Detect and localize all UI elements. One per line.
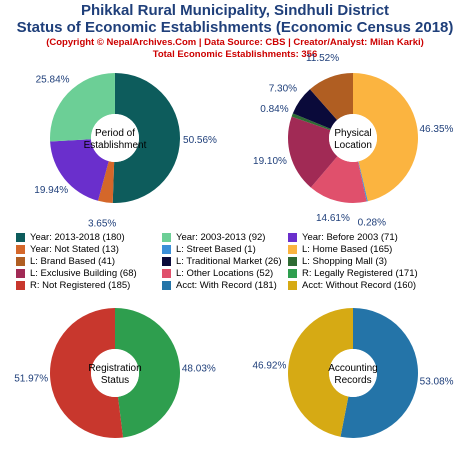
legend-item: Acct: With Record (181) [162,279,277,291]
legend-item: L: Traditional Market (26) [162,255,282,267]
legend-swatch [16,244,25,254]
legend-item: R: Not Registered (185) [16,279,130,291]
slice-acct-without-record [288,308,353,437]
donut-center-label: Establishment [84,140,147,151]
legend-item: L: Exclusive Building (68) [16,267,137,279]
slice-r-legally-registered [115,308,181,438]
slice-percent-label: 48.03% [182,363,216,374]
title-line-2: Status of Economic Establishments (Econo… [16,19,454,36]
legend-label: L: Street Based (1) [176,243,256,255]
legend-swatch [16,256,25,266]
slice-percent-label: 3.65% [88,219,116,230]
slice-r-not-registered [50,308,124,438]
legend-label: L: Other Locations (52) [176,267,274,279]
donut-hole [91,114,139,162]
slice-percent-label: 19.94% [34,185,68,196]
legend-label: Acct: With Record (181) [176,279,277,291]
legend-item: R: Legally Registered (171) [288,267,418,279]
legend-item: Year: Before 2003 (71) [288,231,398,243]
slice-percent-label: 11.52% [306,53,339,64]
donut-center-label: Location [334,140,372,151]
slice-percent-label: 19.10% [253,156,287,167]
legend-label: Year: Before 2003 (71) [302,231,398,243]
slice-acct-with-record [340,308,418,438]
slice-percent-label: 14.61% [316,213,350,224]
slice-l-brand-based [309,73,353,121]
donut-physical-location: 46.35% 0.28% 14.61% 19.10% 0.84% 7.30% 11.52% P… [253,53,453,228]
slice-percent-label: 25.84% [36,74,70,85]
legend-item: L: Street Based (1) [162,243,256,255]
slice-percent-label: 51.97% [14,374,48,385]
legend-swatch [16,280,25,290]
legend-label: Year: 2003-2013 (92) [176,231,266,243]
legend-label: L: Brand Based (41) [30,255,116,267]
slice-percent-label: 7.30% [269,84,297,95]
legend-label: L: Shopping Mall (3) [302,255,388,267]
slice-l-shopping-mall [291,113,331,131]
legend-label: Acct: Without Record (160) [302,279,417,291]
legend-label: R: Legally Registered (171) [302,267,418,279]
legend-label: Year: Not Stated (13) [30,243,119,255]
donut-center-label: Records [334,375,371,386]
slice-percent-label: 46.92% [252,360,286,371]
slice-l-exclusive-building [288,116,338,188]
donut-hole [329,114,377,162]
slice-percent-label: 0.28% [358,217,386,228]
donut-period-of-establishment: 50.56% 3.65% 19.94% 25.84% Period ofEstablis… [34,73,217,230]
legend-swatch [288,280,297,290]
slice-l-other-locations [310,156,367,203]
donut-hole [91,349,139,397]
total-line: Total Economic Establishments: 356 [152,49,318,60]
donut-center-label: Registration [88,363,141,374]
slice-l-street-based [358,161,368,202]
slice-percent-label: 53.08% [420,377,454,388]
legend-label: L: Traditional Market (26) [176,255,282,267]
donut-center-label: Status [101,375,129,386]
legend-swatch [162,244,171,254]
legend-swatch [162,232,171,242]
slice-percent-label: 50.56% [183,135,217,146]
legend-swatch [162,268,171,278]
legend-label: R: Not Registered (185) [30,279,131,291]
slice-l-traditional-market [292,89,338,129]
legend-swatch [288,232,297,242]
legend-item: L: Shopping Mall (3) [288,255,387,267]
legend-item: L: Home Based (165) [288,243,392,255]
legend-swatch [16,232,25,242]
legend-label: Year: 2013-2018 (180) [30,231,125,243]
legend-swatch [16,268,25,278]
donut-center-label: Accounting [328,363,377,374]
legend-swatch [162,256,171,266]
donut-center-label: Period of [95,128,135,139]
legend-item: Year: 2013-2018 (180) [16,231,125,243]
legend-item: Year: 2003-2013 (92) [162,231,265,243]
legend-item: Year: Not Stated (13) [16,243,119,255]
legend-swatch [288,244,297,254]
slice-year-2013-2018 [112,73,181,203]
legend-label: L: Home Based (165) [302,243,393,255]
slice-percent-label: 46.35% [419,124,453,135]
legend-label: L: Exclusive Building (68) [30,267,137,279]
copyright-line: (Copyright © NepalArchives.Com | Data So… [46,37,424,48]
title-line-1: Phikkal Rural Municipality, Sindhuli Dis… [80,2,390,19]
legend-swatch [288,256,297,266]
legend-item: Acct: Without Record (160) [288,279,416,291]
legend-item: L: Brand Based (41) [16,255,115,267]
slice-percent-label: 0.84% [260,104,288,115]
donut-hole [329,349,377,397]
donut-center-label: Physical [334,128,371,139]
slice-year-not-stated [98,161,115,203]
legend-swatch [162,280,171,290]
legend-swatch [288,268,297,278]
slice-l-home-based [353,73,418,202]
legend-item: L: Other Locations (52) [162,267,273,279]
chart-header: Phikkal Rural Municipality, Sindhuli Dis… [0,2,470,61]
slice-year-before-2003 [50,139,109,201]
slice-year-2003-2013 [50,73,115,142]
